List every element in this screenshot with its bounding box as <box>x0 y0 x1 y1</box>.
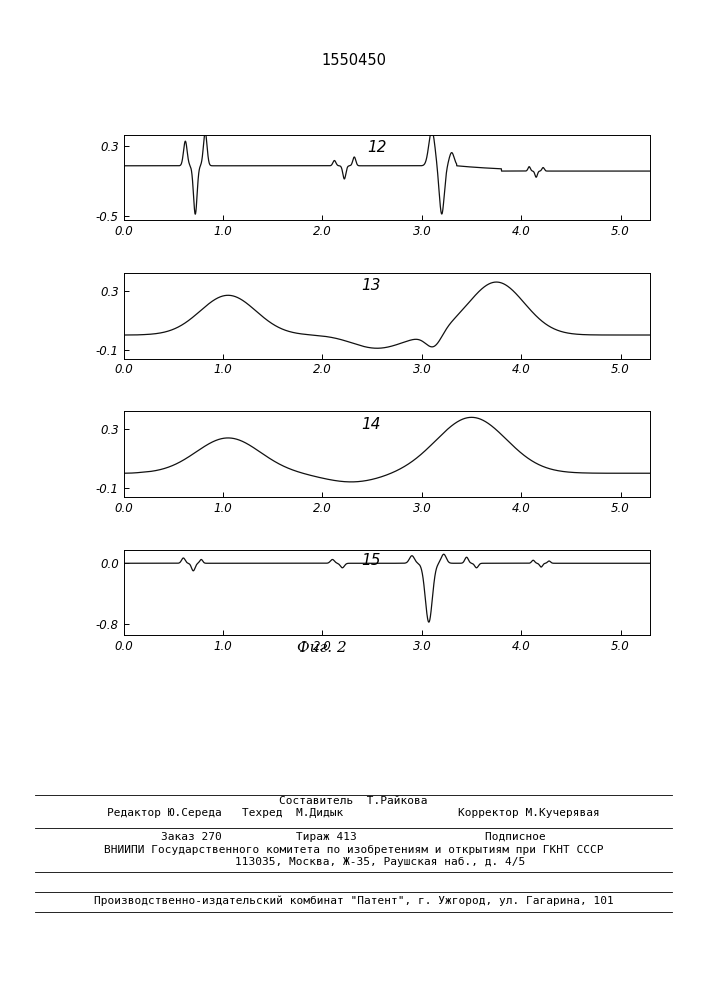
Text: Заказ 270           Тираж 413                   Подписное: Заказ 270 Тираж 413 Подписное <box>161 832 546 842</box>
Text: Фиг. 2: Фиг. 2 <box>297 641 346 655</box>
Text: ВНИИПИ Государственного комитета по изобретениям и открытиям при ГКНТ СССР: ВНИИПИ Государственного комитета по изоб… <box>104 845 603 855</box>
Text: 13: 13 <box>361 278 381 293</box>
Text: 1550450: 1550450 <box>321 53 386 68</box>
Text: Составитель  Т.Райкова: Составитель Т.Райкова <box>279 796 428 806</box>
Text: 12: 12 <box>367 140 386 155</box>
Text: 113035, Москва, Ж-35, Раушская наб., д. 4/5: 113035, Москва, Ж-35, Раушская наб., д. … <box>182 857 525 867</box>
Text: 14: 14 <box>361 417 381 432</box>
Text: Производственно-издательский комбинат "Патент", г. Ужгород, ул. Гагарина, 101: Производственно-издательский комбинат "П… <box>93 896 614 906</box>
Text: 15: 15 <box>361 553 381 568</box>
Text: Редактор Ю.Середа   Техред  М.Дидык                 Корректор М.Кучерявая: Редактор Ю.Середа Техред М.Дидык Коррект… <box>107 808 600 818</box>
